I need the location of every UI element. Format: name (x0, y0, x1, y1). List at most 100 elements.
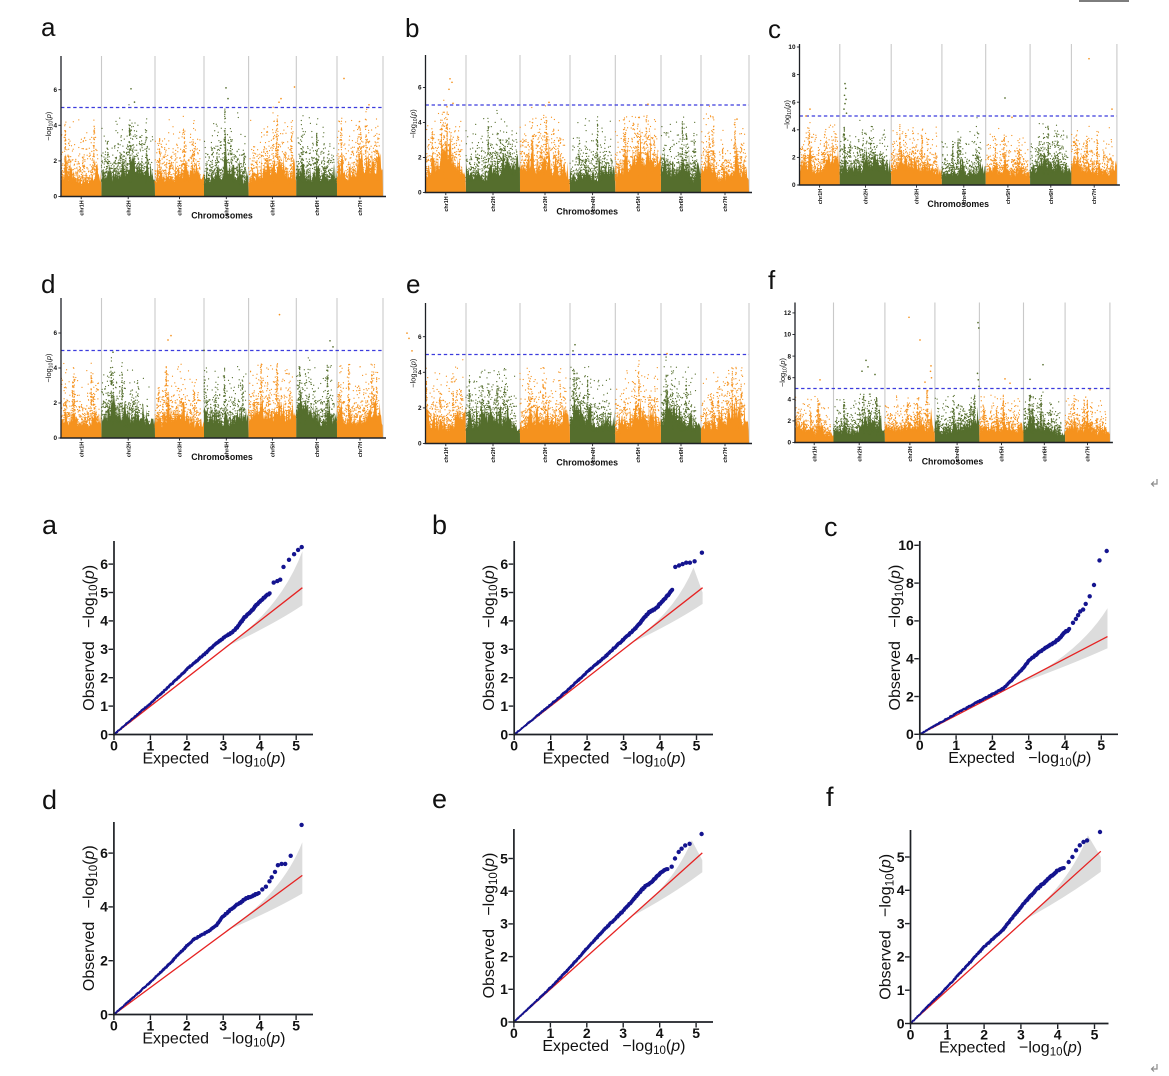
svg-text:chr2H: chr2H (491, 196, 497, 211)
svg-text:−log10(p): −log10(p) (408, 359, 419, 388)
svg-text:2: 2 (100, 953, 108, 969)
svg-text:chr4H: chr4H (224, 200, 230, 215)
svg-text:1: 1 (547, 737, 555, 753)
svg-text:Observed −log10(p): Observed −log10(p) (481, 565, 500, 711)
svg-text:6: 6 (792, 99, 796, 106)
svg-text:chr3H: chr3H (543, 447, 549, 462)
svg-text:2: 2 (500, 948, 508, 964)
svg-text:0: 0 (110, 1017, 118, 1033)
svg-text:2: 2 (980, 1026, 988, 1042)
svg-text:chr4H: chr4H (962, 189, 968, 204)
svg-text:2: 2 (53, 400, 57, 407)
svg-text:chr1H: chr1H (812, 446, 818, 461)
svg-text:1: 1 (100, 698, 108, 714)
svg-text:5: 5 (500, 850, 508, 866)
svg-text:4: 4 (1061, 737, 1069, 753)
svg-text:Observed −log10(p): Observed −log10(p) (481, 853, 500, 999)
svg-text:chr5H: chr5H (636, 447, 642, 462)
svg-text:chr3H: chr3H (178, 200, 184, 215)
svg-text:5: 5 (100, 584, 108, 600)
svg-text:0: 0 (792, 182, 796, 189)
svg-text:Chromosomes: Chromosomes (191, 452, 253, 462)
svg-text:6: 6 (53, 330, 57, 337)
svg-text:chr7H: chr7H (1092, 189, 1098, 204)
svg-text:Observed −log10(p): Observed −log10(p) (81, 845, 100, 991)
svg-text:0: 0 (110, 737, 118, 753)
svg-text:6: 6 (906, 613, 914, 629)
svg-text:chr2H: chr2H (491, 447, 497, 462)
svg-text:chr5H: chr5H (271, 442, 277, 457)
svg-text:a: a (41, 12, 56, 42)
svg-text:4: 4 (418, 370, 422, 377)
svg-text:Observed −log10(p): Observed −log10(p) (887, 565, 906, 711)
svg-text:3: 3 (1025, 737, 1033, 753)
svg-text:chr1H: chr1H (79, 200, 85, 215)
svg-text:chr4H: chr4H (591, 196, 597, 211)
svg-text:0: 0 (510, 1025, 518, 1041)
svg-text:−log10(p): −log10(p) (778, 358, 789, 387)
svg-text:2: 2 (583, 1025, 591, 1041)
svg-text:0: 0 (418, 441, 422, 448)
svg-text:Observed −log10(p): Observed −log10(p) (81, 565, 100, 711)
svg-text:1: 1 (500, 981, 508, 997)
svg-text:chr7H: chr7H (723, 196, 729, 211)
svg-text:chr1H: chr1H (444, 196, 450, 211)
svg-text:f: f (826, 782, 834, 812)
svg-text:Chromosomes: Chromosomes (922, 456, 984, 466)
svg-text:chr3H: chr3H (908, 446, 914, 461)
svg-text:8: 8 (906, 575, 914, 591)
svg-text:0: 0 (510, 737, 518, 753)
svg-text:chr3H: chr3H (543, 196, 549, 211)
svg-text:b: b (432, 510, 447, 540)
svg-text:6: 6 (787, 375, 791, 382)
svg-text:3: 3 (619, 1025, 627, 1041)
svg-text:chr6H: chr6H (679, 447, 685, 462)
svg-text:−log10(p): −log10(p) (782, 100, 793, 129)
svg-text:2: 2 (989, 737, 997, 753)
svg-text:0: 0 (500, 726, 508, 742)
svg-text:5: 5 (292, 737, 300, 753)
svg-text:chr1H: chr1H (818, 189, 824, 204)
svg-text:2: 2 (500, 670, 508, 686)
svg-text:chr6H: chr6H (1049, 189, 1055, 204)
svg-text:Chromosomes: Chromosomes (556, 457, 618, 467)
svg-text:chr2H: chr2H (126, 200, 132, 215)
svg-text:3: 3 (100, 641, 108, 657)
svg-text:chr5H: chr5H (271, 200, 277, 215)
svg-text:d: d (42, 785, 57, 815)
svg-text:1: 1 (547, 1025, 555, 1041)
svg-text:2: 2 (183, 1017, 191, 1033)
svg-text:4: 4 (100, 899, 108, 915)
svg-text:10: 10 (788, 44, 796, 51)
svg-text:4: 4 (256, 737, 264, 753)
svg-text:Chromosomes: Chromosomes (556, 206, 618, 216)
svg-text:6: 6 (53, 87, 57, 94)
svg-text:12: 12 (784, 310, 792, 317)
svg-text:5: 5 (500, 584, 508, 600)
svg-text:4: 4 (787, 397, 791, 404)
svg-text:1: 1 (147, 1017, 155, 1033)
svg-text:8: 8 (792, 72, 796, 79)
svg-text:Expected −log10(p): Expected −log10(p) (939, 1039, 1082, 1058)
svg-text:2: 2 (792, 155, 796, 162)
svg-text:2: 2 (897, 949, 905, 965)
svg-text:1: 1 (952, 737, 960, 753)
svg-text:chr3H: chr3H (178, 442, 184, 457)
svg-text:3: 3 (500, 641, 508, 657)
svg-text:10: 10 (898, 537, 914, 553)
svg-text:4: 4 (100, 613, 108, 629)
svg-text:f: f (768, 265, 776, 295)
svg-text:6: 6 (418, 334, 422, 341)
svg-text:chr6H: chr6H (315, 442, 321, 457)
svg-text:3: 3 (1017, 1026, 1025, 1042)
svg-text:chr7H: chr7H (358, 442, 364, 457)
svg-text:e: e (406, 269, 420, 299)
svg-text:5: 5 (693, 737, 701, 753)
svg-text:0: 0 (500, 1014, 508, 1030)
svg-text:0: 0 (907, 1026, 915, 1042)
svg-text:4: 4 (656, 737, 664, 753)
svg-text:5: 5 (1091, 1026, 1099, 1042)
svg-text:Chromosomes: Chromosomes (191, 210, 253, 220)
svg-text:1: 1 (147, 737, 155, 753)
svg-text:4: 4 (53, 365, 57, 372)
